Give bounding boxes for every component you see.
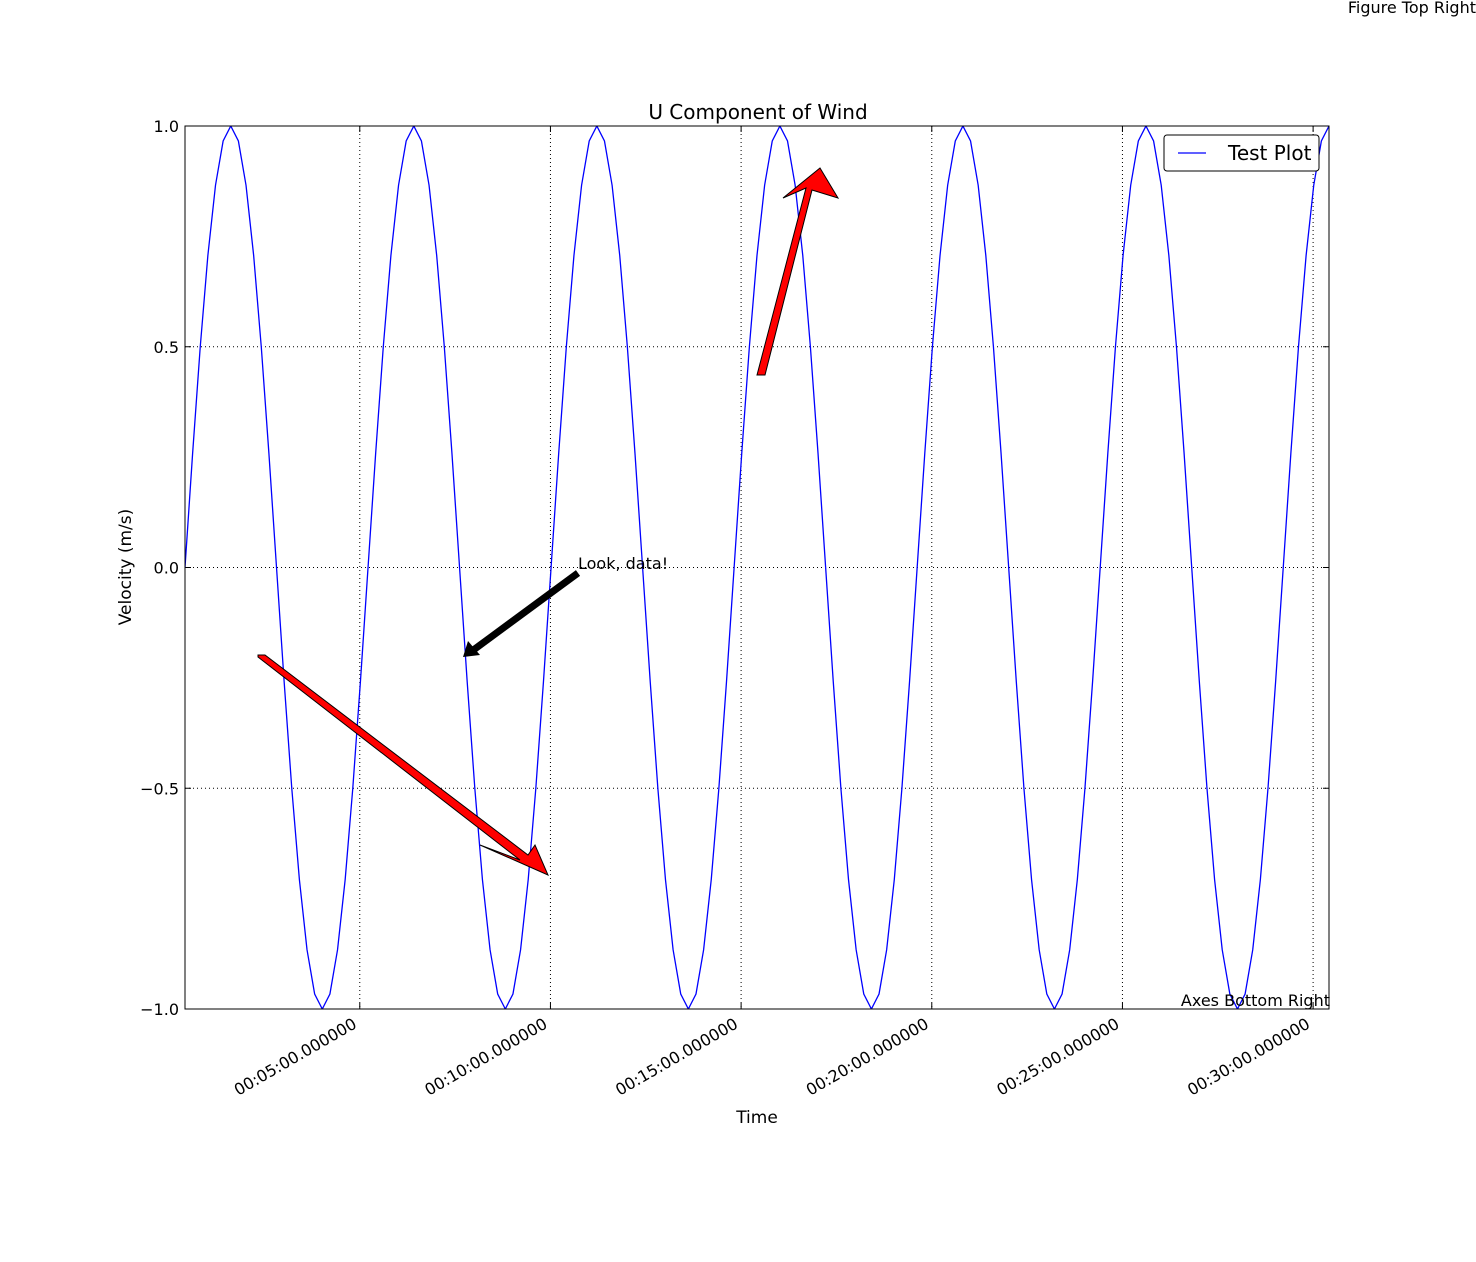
data-line <box>185 126 1329 1009</box>
arrow-shaft <box>469 570 581 654</box>
annotation-text: Look, data! <box>578 554 668 573</box>
x-tick-label: 00:30:00.000000 <box>1184 1014 1313 1099</box>
legend-label: Test Plot <box>1227 141 1312 165</box>
x-tick-label: 00:10:00.000000 <box>421 1014 550 1099</box>
axes-annotation: Axes Bottom Right <box>1181 991 1330 1010</box>
annotation-arrows <box>257 167 840 876</box>
y-tick-label: 0.5 <box>154 338 179 357</box>
chart-title: U Component of Wind <box>648 100 867 124</box>
x-tick-label: 00:25:00.000000 <box>993 1014 1122 1099</box>
x-tick-label: 00:05:00.000000 <box>231 1014 360 1099</box>
x-axis-label: Time <box>735 1108 778 1128</box>
y-tick-label: −0.5 <box>140 779 179 798</box>
plot-area: −1.0 −0.5 0.0 0.5 1.0 00:05:00.000000 00:10:00… <box>140 117 1330 1099</box>
x-tick-label: 00:20:00.000000 <box>803 1014 932 1099</box>
legend-box <box>1163 134 1320 172</box>
red-arrow <box>257 654 549 876</box>
y-tick-label: −1.0 <box>140 1000 179 1019</box>
figure-annotation: Figure Top Right <box>1348 0 1476 17</box>
y-tick-label: 0.0 <box>154 559 179 578</box>
y-tick-label: 1.0 <box>154 117 179 136</box>
arrow-head <box>463 641 480 657</box>
x-tick-label: 00:15:00.000000 <box>612 1014 741 1099</box>
y-axis-label: Velocity (m/s) <box>116 509 136 626</box>
red-arrow <box>756 167 840 376</box>
axes-frame <box>184 125 1330 1010</box>
